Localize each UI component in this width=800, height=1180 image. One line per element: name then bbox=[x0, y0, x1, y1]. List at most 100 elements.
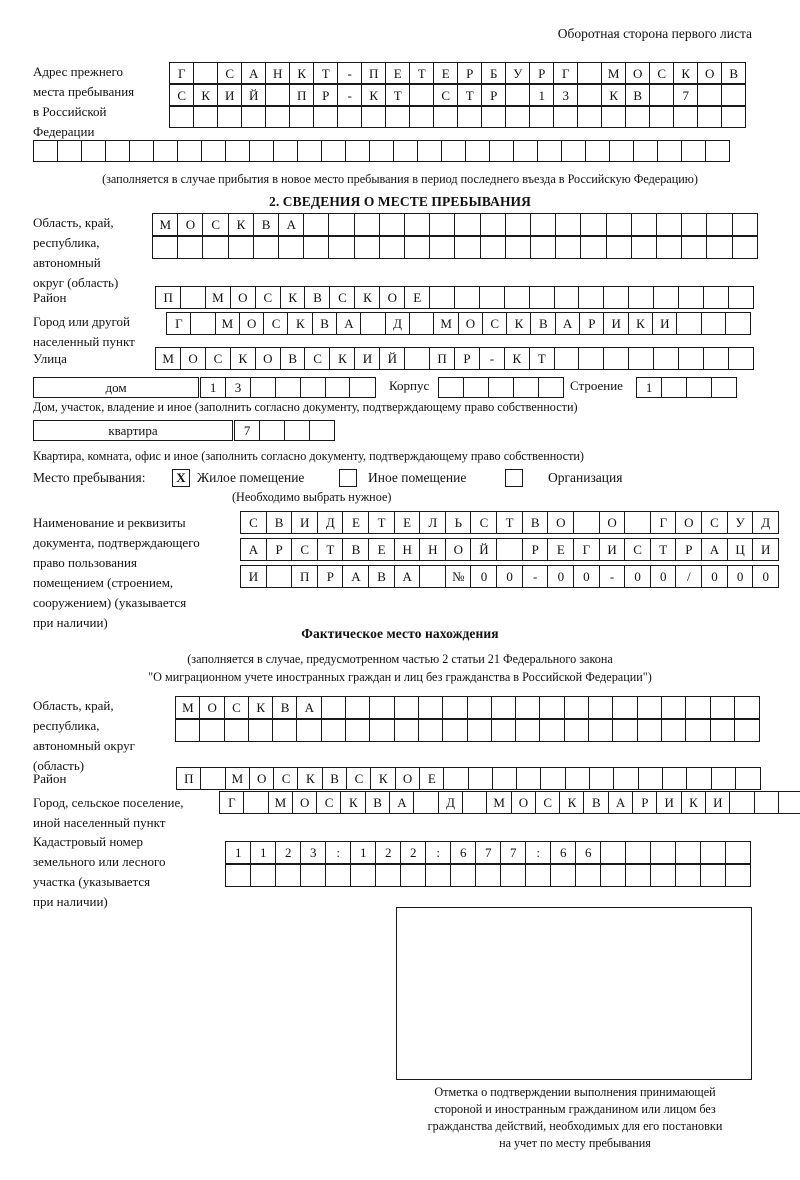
char-cell[interactable]: Г bbox=[649, 511, 677, 534]
char-cell[interactable]: С bbox=[223, 696, 250, 719]
char-cell[interactable] bbox=[278, 236, 305, 259]
char-cell[interactable] bbox=[153, 140, 179, 162]
char-cell[interactable] bbox=[600, 841, 627, 864]
char-cell[interactable] bbox=[681, 236, 708, 259]
char-cell[interactable]: Д bbox=[316, 511, 344, 534]
char-cell[interactable]: О bbox=[394, 767, 421, 790]
char-cell[interactable] bbox=[241, 106, 267, 128]
char-cell[interactable] bbox=[296, 719, 323, 742]
char-cell[interactable] bbox=[729, 791, 755, 814]
char-cell[interactable]: Т bbox=[409, 62, 435, 84]
char-cell[interactable] bbox=[461, 791, 488, 814]
char-cell[interactable]: Р bbox=[521, 538, 549, 561]
char-cell[interactable]: П bbox=[361, 62, 387, 84]
char-cell[interactable] bbox=[528, 286, 555, 309]
char-cell[interactable] bbox=[702, 347, 730, 370]
char-cell[interactable] bbox=[353, 236, 381, 259]
char-cell[interactable] bbox=[369, 696, 396, 719]
char-cell[interactable] bbox=[345, 696, 371, 719]
char-cell[interactable] bbox=[661, 767, 688, 790]
char-cell[interactable]: Г bbox=[166, 312, 192, 335]
char-cell[interactable]: О bbox=[229, 286, 257, 309]
char-cell[interactable] bbox=[649, 106, 675, 128]
char-cell[interactable] bbox=[577, 62, 603, 84]
char-cell[interactable] bbox=[417, 719, 444, 742]
char-cell[interactable] bbox=[349, 377, 376, 398]
char-cell[interactable] bbox=[676, 312, 702, 335]
char-cell[interactable] bbox=[625, 864, 652, 887]
char-cell[interactable] bbox=[657, 140, 683, 162]
char-cell[interactable]: Т bbox=[649, 538, 677, 561]
char-cell[interactable]: : bbox=[325, 841, 352, 864]
char-cell[interactable] bbox=[706, 213, 734, 236]
char-cell[interactable] bbox=[393, 140, 419, 162]
char-cell[interactable]: О bbox=[510, 791, 537, 814]
char-cell[interactable] bbox=[275, 864, 302, 887]
char-cell[interactable]: П bbox=[176, 767, 202, 790]
char-cell[interactable]: С bbox=[254, 286, 281, 309]
char-cell[interactable] bbox=[465, 140, 491, 162]
char-cell[interactable]: И bbox=[354, 347, 381, 370]
char-cell[interactable]: М bbox=[224, 767, 251, 790]
char-cell[interactable] bbox=[561, 140, 587, 162]
char-cell[interactable] bbox=[601, 106, 627, 128]
char-cell[interactable] bbox=[550, 864, 577, 887]
char-cell[interactable]: 6 bbox=[575, 841, 602, 864]
char-cell[interactable]: И bbox=[603, 312, 630, 335]
char-cell[interactable] bbox=[490, 719, 517, 742]
char-cell[interactable] bbox=[409, 84, 435, 106]
char-cell[interactable]: Г bbox=[572, 538, 600, 561]
char-cell[interactable] bbox=[700, 312, 727, 335]
char-cell[interactable]: В bbox=[530, 312, 557, 335]
char-cell[interactable] bbox=[400, 864, 427, 887]
char-cell[interactable]: О bbox=[697, 62, 723, 84]
stay-checkbox-residential[interactable]: X bbox=[172, 469, 190, 487]
char-cell[interactable]: С bbox=[329, 286, 356, 309]
char-cell[interactable] bbox=[303, 213, 330, 236]
char-cell[interactable]: Т bbox=[385, 84, 411, 106]
char-cell[interactable]: П bbox=[291, 565, 319, 588]
char-cell[interactable] bbox=[481, 106, 507, 128]
confirmation-stamp-box[interactable] bbox=[396, 907, 752, 1080]
char-cell[interactable] bbox=[385, 106, 411, 128]
char-cell[interactable] bbox=[678, 347, 705, 370]
char-cell[interactable]: В bbox=[583, 791, 610, 814]
char-cell[interactable]: А bbox=[240, 538, 267, 561]
char-cell[interactable]: В bbox=[321, 767, 348, 790]
char-cell[interactable] bbox=[656, 236, 683, 259]
char-cell[interactable] bbox=[324, 377, 351, 398]
char-cell[interactable]: В bbox=[279, 347, 306, 370]
char-cell[interactable] bbox=[530, 213, 557, 236]
char-cell[interactable] bbox=[777, 791, 800, 814]
char-cell[interactable] bbox=[441, 140, 467, 162]
char-cell[interactable]: 7 bbox=[500, 841, 527, 864]
char-cell[interactable] bbox=[588, 719, 614, 742]
char-cell[interactable]: И bbox=[704, 791, 731, 814]
char-cell[interactable] bbox=[225, 140, 251, 162]
char-cell[interactable] bbox=[454, 236, 482, 259]
char-cell[interactable] bbox=[265, 84, 291, 106]
stroenie-cells[interactable]: 1 bbox=[636, 377, 738, 398]
char-cell[interactable]: 2 bbox=[275, 841, 302, 864]
char-cell[interactable]: К bbox=[680, 791, 707, 814]
char-cell[interactable]: 1 bbox=[225, 841, 252, 864]
char-cell[interactable]: 1 bbox=[350, 841, 377, 864]
char-cell[interactable]: : bbox=[425, 841, 452, 864]
char-cell[interactable] bbox=[457, 106, 483, 128]
char-cell[interactable] bbox=[320, 696, 347, 719]
char-cell[interactable] bbox=[450, 864, 477, 887]
char-cell[interactable] bbox=[685, 377, 713, 398]
char-cell[interactable] bbox=[706, 236, 734, 259]
char-cell[interactable] bbox=[429, 236, 456, 259]
char-cell[interactable]: 0 bbox=[572, 565, 600, 588]
char-cell[interactable] bbox=[589, 767, 615, 790]
char-cell[interactable] bbox=[337, 106, 363, 128]
char-cell[interactable]: О bbox=[547, 511, 575, 534]
char-cell[interactable]: В bbox=[272, 696, 298, 719]
char-cell[interactable] bbox=[345, 719, 371, 742]
char-cell[interactable] bbox=[393, 719, 420, 742]
char-cell[interactable] bbox=[625, 841, 652, 864]
